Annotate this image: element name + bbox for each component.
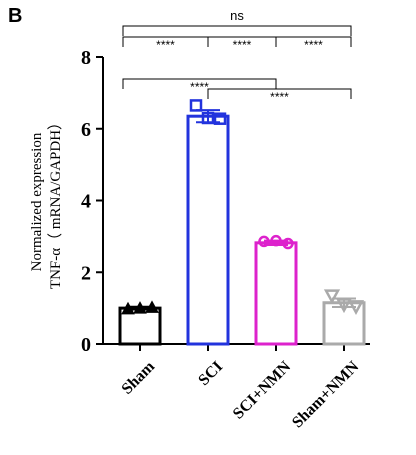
point-Sham+NMN-1 [323, 289, 341, 305]
sig-bracket-Sham-vs-Sham+NMN: ns [122, 8, 352, 36]
sig-bracket-Sham-vs-SCI+NMN: **** [122, 78, 277, 94]
sig-bracket-Sham-vs-SCI+NMN-line [122, 78, 277, 89]
x-tick-label-SCI: SCI [195, 358, 226, 389]
bar-SCI+NMN [254, 241, 298, 346]
point-Sham-1 [121, 301, 135, 315]
y-axis-title-line1: Normalized expression [29, 132, 45, 271]
sig-bracket-Sham-vs-SCI+NMN-label: **** [190, 80, 209, 94]
sig-bracket-Sham-vs-SCI: **** [122, 36, 209, 52]
y-tick-label-2: 2 [81, 262, 91, 284]
sig-bracket-SCI+NMN-vs-Sham+NMN-label: **** [304, 38, 323, 52]
point-SCI-1 [189, 99, 203, 112]
y-tick-label-6: 6 [81, 119, 91, 141]
point-Sham-2 [133, 301, 147, 314]
sig-bracket-SCI+NMN-vs-Sham+NMN-line [275, 36, 352, 47]
x-tick-label-Sham: Sham [119, 358, 159, 398]
bar-SCI [186, 114, 230, 346]
sig-bracket-SCI-vs-SCI+NMN-label: **** [233, 38, 252, 52]
significance-brackets: **** **** **** **** **** ns [122, 8, 352, 104]
point-SCI+NMN-3 [282, 237, 294, 250]
y-tick-label-0: 0 [81, 334, 91, 356]
point-SCI-2 [201, 111, 215, 125]
sig-bracket-SCI-vs-SCI+NMN: **** [207, 36, 277, 52]
sig-bracket-SCI-vs-Sham+NMN-line [207, 88, 352, 99]
y-tick-label-8: 8 [81, 47, 91, 69]
sig-bracket-SCI-vs-Sham+NMN: **** [207, 88, 352, 104]
point-SCI-3 [213, 112, 227, 125]
point-Sham+NMN-2 [335, 298, 353, 314]
y-tick-label-4: 4 [81, 191, 91, 213]
sig-bracket-SCI+NMN-vs-Sham+NMN: **** [275, 36, 352, 52]
sig-bracket-SCI-vs-Sham+NMN-label: **** [270, 90, 289, 104]
point-Sham+NMN-3 [347, 300, 365, 315]
x-tick-label-SCI+NMN: SCI+NMN [230, 358, 295, 423]
x-tick-label-Sham+NMN: Sham+NMN [289, 358, 362, 431]
panel-label: B [8, 5, 22, 27]
bars [118, 99, 366, 346]
point-SCI+NMN-1 [258, 235, 270, 248]
sig-bracket-Sham-vs-SCI-label: **** [156, 38, 175, 52]
y-axis-title-line2: TNF-α（ mRNA/GAPDH） [47, 115, 64, 289]
point-SCI+NMN-2 [270, 234, 282, 247]
point-Sham-3 [145, 300, 159, 313]
sig-bracket-Sham-vs-Sham+NMN-line [122, 25, 352, 36]
y-axis-title: Normalized expression TNF-α（ mRNA/GAPDH） [29, 115, 64, 289]
sig-bracket-Sham-vs-Sham+NMN-label: ns [230, 8, 244, 23]
